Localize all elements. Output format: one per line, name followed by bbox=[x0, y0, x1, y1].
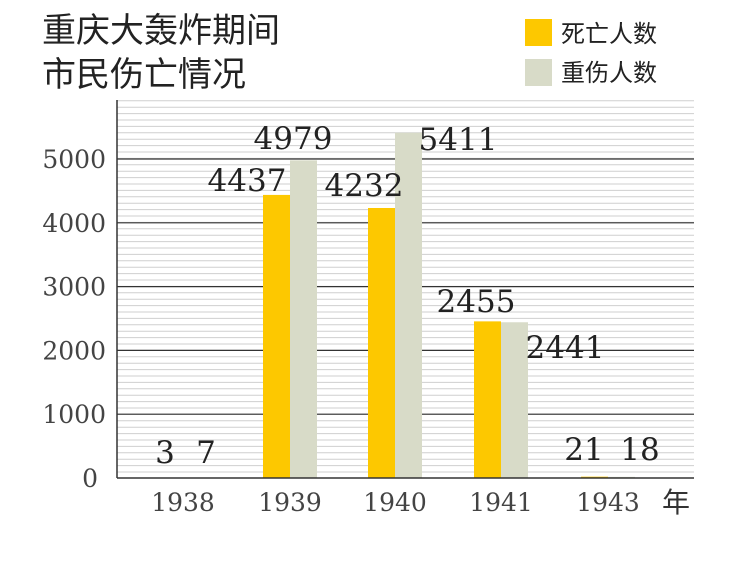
data-label-injured-1943: 18 bbox=[620, 432, 659, 468]
data-label-injured-1938: 7 bbox=[196, 435, 216, 471]
bar-injured-1940 bbox=[395, 132, 422, 478]
data-label-injured-1940: 5411 bbox=[419, 122, 498, 158]
data-label-deaths-1940: 4232 bbox=[325, 168, 404, 204]
bars bbox=[156, 132, 635, 479]
legend-label-deaths: 死亡人数 bbox=[561, 20, 657, 48]
bar-deaths-1940 bbox=[368, 207, 395, 478]
data-labels: 3 4437 4232 2455 21 7 4979 5411 2441 18 bbox=[155, 121, 660, 471]
y-tick-label-2000: 2000 bbox=[42, 336, 106, 365]
y-tick-label-4000: 4000 bbox=[42, 209, 106, 238]
chart-title-line-2: 市民伤亡情况 bbox=[42, 55, 246, 95]
legend-swatch-deaths bbox=[525, 19, 552, 46]
data-label-injured-1939: 4979 bbox=[254, 121, 333, 157]
x-tick-label-1939: 1939 bbox=[258, 488, 322, 517]
x-tick-label-1938: 1938 bbox=[151, 488, 215, 517]
bar-injured-1939 bbox=[290, 160, 317, 479]
y-tick-label-5000: 5000 bbox=[42, 145, 106, 174]
y-tick-label-1000: 1000 bbox=[42, 400, 106, 429]
data-label-deaths-1939: 4437 bbox=[208, 163, 287, 199]
axes bbox=[116, 100, 694, 479]
legend-label-injured: 重伤人数 bbox=[561, 59, 657, 87]
x-tick-label-1943: 1943 bbox=[576, 488, 640, 517]
data-label-deaths-1943: 21 bbox=[564, 432, 603, 468]
x-categories: 1938 1939 1940 1941 1943 bbox=[151, 488, 640, 517]
legend-swatch-injured bbox=[525, 59, 552, 86]
bar-deaths-1939 bbox=[263, 194, 290, 478]
data-label-injured-1941: 2441 bbox=[526, 330, 605, 366]
data-label-deaths-1941: 2455 bbox=[437, 284, 516, 320]
chart-title-line-1: 重庆大轰炸期间 bbox=[42, 11, 280, 51]
x-tick-label-1941: 1941 bbox=[469, 488, 533, 517]
bar-injured-1941 bbox=[501, 322, 528, 478]
y-ticks: 0 1000 2000 3000 4000 5000 bbox=[42, 145, 106, 493]
y-tick-label-3000: 3000 bbox=[42, 273, 106, 302]
y-tick-label-0: 0 bbox=[82, 464, 98, 493]
data-label-deaths-1938: 3 bbox=[155, 435, 175, 471]
x-tick-label-1940: 1940 bbox=[363, 488, 427, 517]
x-axis-unit: 年 bbox=[662, 486, 690, 519]
bar-deaths-1941 bbox=[474, 321, 501, 478]
